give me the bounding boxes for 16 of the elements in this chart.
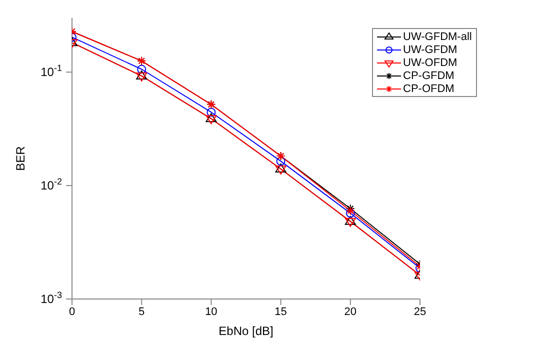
x-axis-title: EbNo [dB]	[218, 324, 274, 338]
legend-label: CP-GFDM	[403, 70, 454, 82]
x-tick-label: 10	[205, 306, 218, 318]
legend-label: CP-OFDM	[403, 82, 454, 94]
x-tick-label: 25	[414, 306, 426, 318]
legend-label: UW-GFDM-all	[403, 30, 472, 42]
y-tick-label: 10$^{-3}$	[40, 290, 62, 306]
legend-label: UW-GFDM	[403, 44, 458, 56]
x-tick-label: 5	[138, 306, 145, 318]
legend-label: UW-OFDM	[403, 56, 458, 68]
x-tick-label: 15	[274, 306, 287, 318]
y-tick-label: 10$^{-2}$	[40, 176, 62, 193]
y-tick-label: 10$^{-1}$	[40, 63, 62, 80]
y-axis-title: BER	[13, 146, 28, 171]
x-tick-label: 0	[68, 306, 76, 318]
x-tick-label: 20	[344, 306, 357, 318]
